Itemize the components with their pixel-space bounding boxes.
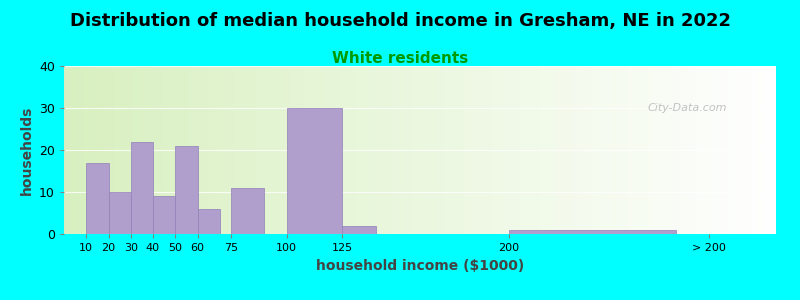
Bar: [109, 192, 130, 234]
Bar: [153, 196, 175, 234]
Bar: [286, 108, 342, 234]
Bar: [231, 188, 264, 234]
Text: White residents: White residents: [332, 51, 468, 66]
Bar: [175, 146, 198, 234]
Y-axis label: households: households: [19, 105, 34, 195]
Bar: [342, 226, 375, 234]
Bar: [130, 142, 153, 234]
X-axis label: household income ($1000): household income ($1000): [316, 259, 524, 273]
Bar: [198, 209, 220, 234]
Bar: [509, 230, 676, 234]
Bar: [86, 163, 109, 234]
Text: Distribution of median household income in Gresham, NE in 2022: Distribution of median household income …: [70, 12, 730, 30]
Text: City-Data.com: City-Data.com: [648, 103, 727, 113]
